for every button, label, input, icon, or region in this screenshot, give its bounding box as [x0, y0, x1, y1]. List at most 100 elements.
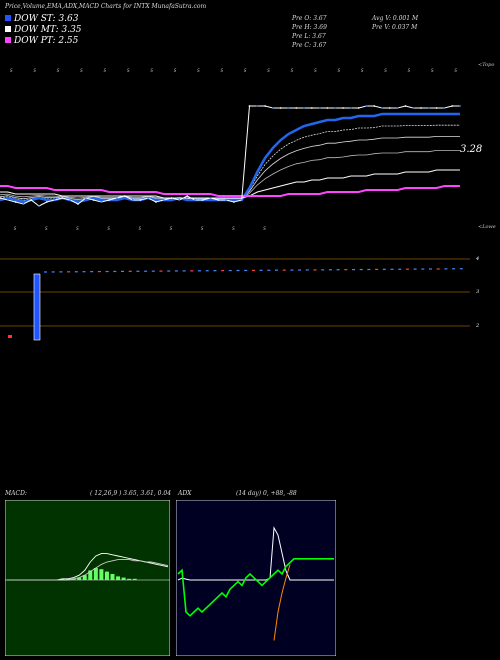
price-point	[53, 199, 56, 201]
macd-histogram-bar	[127, 578, 132, 580]
legend-swatch	[5, 15, 11, 21]
price-point	[451, 105, 454, 107]
price-point	[123, 195, 126, 197]
top-marker: S	[361, 68, 364, 73]
prev-open: Pre O: 3.67	[292, 15, 327, 22]
price-point	[108, 199, 111, 201]
macd-histogram-bar	[104, 571, 109, 580]
top-marker: S	[408, 68, 411, 73]
price-point	[381, 107, 383, 109]
macd-line-signal	[7, 559, 169, 581]
price-point	[147, 197, 150, 199]
avg-volume: Avg V: 0.001 M	[372, 15, 419, 22]
price-point	[412, 107, 415, 109]
price-chart: S S S S S S S S S S S S S S S S S S S S S S S S S S S S S	[0, 68, 470, 341]
last-price-label: 3.28	[460, 144, 483, 155]
series-line-dow-st	[0, 112, 460, 204]
top-marker: S	[197, 68, 200, 73]
price-point	[14, 201, 17, 203]
price-point	[0, 197, 1, 199]
volume-level-4: 4	[476, 256, 480, 262]
macd-histogram-bar	[121, 577, 126, 580]
price-point	[279, 107, 282, 109]
bottom-marker: S	[201, 226, 204, 231]
volume-block: Avg V: 0.001 M Pre V: 0.037 M	[372, 14, 418, 32]
legend-label: DOW PT: 2.55	[14, 36, 79, 46]
adx-chart	[176, 500, 336, 656]
price-point	[420, 107, 422, 109]
price-point	[45, 201, 48, 203]
ohlc-block: Pre O: 3.67 Pre H: 3.69 Pre L: 3.67 Pre …	[292, 14, 327, 50]
price-point	[84, 197, 87, 199]
prev-low: Pre L: 3.67	[292, 33, 326, 40]
price-point	[131, 199, 134, 201]
price-point	[69, 199, 72, 201]
top-marker: S	[267, 68, 270, 73]
price-point	[373, 105, 376, 107]
top-marker: S	[127, 68, 130, 73]
macd-histogram-bar	[132, 578, 137, 580]
price-point	[186, 195, 189, 197]
price-point	[295, 107, 298, 109]
macd-histogram-bar	[110, 574, 115, 580]
price-point	[404, 105, 407, 107]
price-point	[100, 201, 103, 203]
adx-title: ADX	[178, 490, 192, 497]
bottom-marker: S	[107, 226, 110, 231]
bottom-marker: S	[263, 226, 266, 231]
top-marker: S	[244, 68, 247, 73]
price-point	[396, 107, 399, 109]
bottom-marker: S	[232, 226, 235, 231]
bottom-marker: S	[170, 226, 173, 231]
top-marker: S	[150, 68, 153, 73]
top-marker: S	[104, 68, 107, 73]
adx-line-plusminus-di	[177, 557, 334, 617]
price-point	[217, 199, 220, 201]
legend: DOW ST: 3.63 DOW MT: 3.35 DOW PT: 2.55	[5, 14, 82, 47]
bottom-marker: S	[76, 226, 79, 231]
ema-line	[0, 149, 460, 200]
price-point	[201, 199, 204, 201]
top-marker: S	[314, 68, 317, 73]
series-line-price	[0, 105, 460, 207]
price-point	[116, 197, 118, 199]
price-point	[435, 107, 438, 109]
price-point	[92, 199, 95, 201]
legend-label: DOW ST: 3.63	[14, 14, 79, 24]
price-point	[326, 107, 329, 109]
macd-histogram-bar	[77, 577, 82, 580]
top-marker: S	[10, 68, 13, 73]
price-point	[162, 199, 165, 201]
top-marker: S	[221, 68, 224, 73]
bottom-marker: S	[45, 226, 48, 231]
price-point	[194, 199, 196, 201]
price-point	[357, 107, 360, 109]
top-marker: S	[384, 68, 387, 73]
price-point	[240, 199, 243, 201]
macd-histogram-bar	[66, 578, 71, 580]
prev-high: Pre H: 3.69	[292, 24, 327, 31]
series-line-dow-mt	[0, 169, 460, 199]
series-line-dow-pt	[0, 185, 460, 197]
volume-bar-small	[8, 335, 12, 338]
bottom-note: <Lowe	[478, 224, 496, 230]
legend-label: DOW MT: 3.35	[14, 25, 82, 35]
volume-spike-bar	[33, 273, 41, 341]
price-point	[209, 197, 212, 199]
price-point	[256, 105, 259, 107]
price-point	[22, 203, 25, 205]
price-point	[139, 199, 142, 201]
price-point	[287, 107, 290, 109]
legend-swatch	[5, 26, 11, 32]
price-point	[178, 199, 181, 201]
price-point	[318, 107, 321, 109]
price-point	[38, 205, 40, 207]
legend-item: DOW ST: 3.63	[5, 14, 82, 25]
legend-swatch	[5, 37, 11, 43]
macd-histogram-bar	[60, 578, 65, 580]
price-point	[443, 107, 446, 109]
macd-histogram-bar	[82, 575, 87, 580]
price-point	[271, 107, 274, 109]
price-point	[459, 105, 461, 107]
price-point	[225, 199, 228, 201]
